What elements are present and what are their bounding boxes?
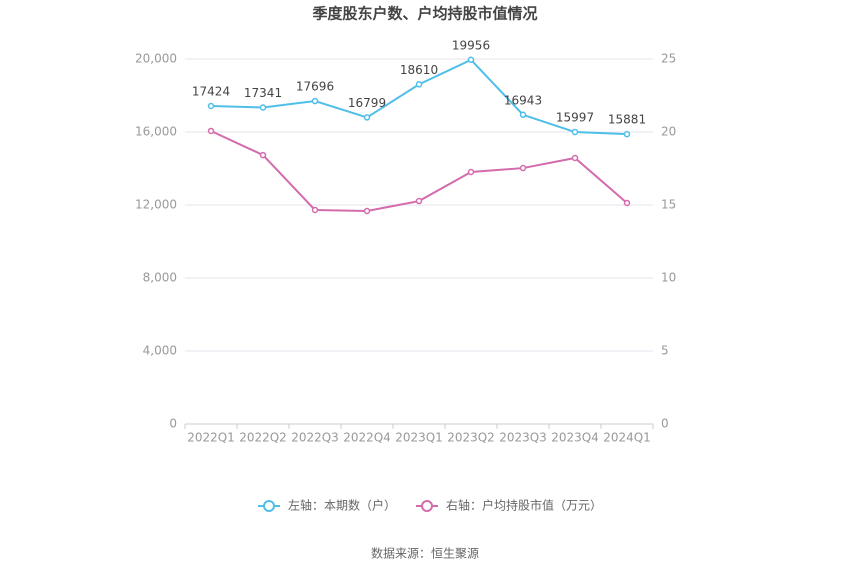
point — [519, 111, 527, 119]
legend-item[interactable]: 右轴：户均持股市值（万元） — [416, 498, 602, 513]
point — [571, 128, 579, 136]
point — [467, 168, 475, 176]
y-tick-label: 8,000 — [143, 271, 177, 285]
legend-marker — [421, 500, 434, 512]
point — [363, 114, 371, 121]
y-tick-label: 4,000 — [143, 344, 177, 358]
x-tick-label: 2022Q3 — [291, 431, 339, 445]
data-label: 17424 — [192, 85, 230, 99]
y-tick-label: 20,000 — [135, 52, 177, 66]
data-label: 17696 — [296, 80, 334, 94]
data-label: 17341 — [244, 86, 282, 100]
y2-tick-label: 10 — [661, 271, 676, 285]
point — [311, 206, 319, 214]
point — [623, 199, 631, 207]
y-tick-label: 12,000 — [135, 198, 177, 212]
data-label: 19956 — [452, 38, 490, 52]
y2-tick-label: 5 — [661, 344, 669, 358]
x-tick-label: 2023Q3 — [499, 431, 547, 445]
y2-tick-label: 15 — [661, 198, 676, 212]
point — [415, 81, 423, 88]
point — [207, 127, 215, 135]
y2-tick-label: 25 — [661, 52, 676, 66]
point — [259, 104, 267, 111]
point — [467, 56, 475, 64]
y2-tick-label: 20 — [661, 125, 676, 139]
data-label: 18610 — [400, 63, 438, 77]
legend-marker — [263, 500, 275, 512]
legend-label: 左轴：本期数（户） — [288, 498, 396, 513]
point — [259, 151, 267, 159]
legend-label: 右轴：户均持股市值（万元） — [446, 498, 602, 513]
point — [207, 102, 215, 110]
x-tick-label: 2022Q2 — [239, 431, 287, 445]
x-tick-label: 2023Q4 — [551, 431, 599, 445]
y2-tick-label: 0 — [661, 417, 669, 431]
point — [415, 197, 423, 205]
point — [363, 207, 371, 215]
x-tick-label: 2024Q1 — [603, 431, 651, 445]
point — [571, 154, 579, 162]
point — [311, 97, 319, 105]
y-tick-label: 16,000 — [135, 125, 177, 139]
legend-item[interactable]: 左轴：本期数（户） — [258, 498, 396, 513]
x-tick-label: 2023Q2 — [447, 431, 495, 445]
y-tick-label: 0 — [169, 417, 177, 431]
data-label: 16799 — [348, 96, 386, 110]
point — [623, 130, 631, 138]
source-note: 数据来源：恒生聚源 — [371, 546, 479, 561]
point — [519, 164, 527, 172]
data-label: 15997 — [556, 111, 594, 125]
data-label: 15881 — [608, 113, 646, 127]
data-label: 16943 — [504, 93, 542, 107]
x-tick-label: 2023Q1 — [395, 431, 443, 445]
x-tick-label: 2022Q1 — [187, 431, 235, 445]
x-tick-label: 2022Q4 — [343, 431, 391, 445]
chart-title: 季度股东户数、户均持股市值情况 — [312, 5, 537, 23]
